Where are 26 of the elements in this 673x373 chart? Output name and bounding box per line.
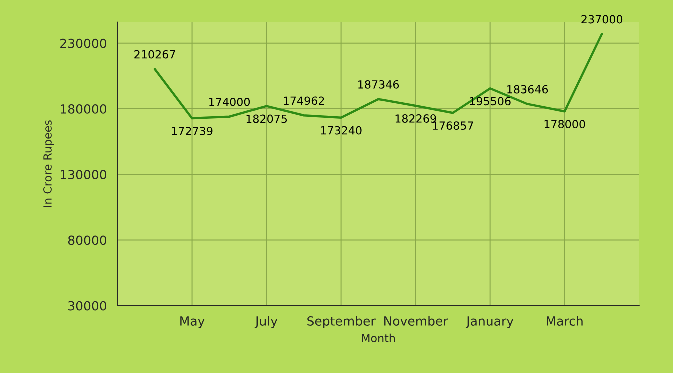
y-axis-title: In Crore Rupees [44, 120, 54, 208]
x-tick-label: July [254, 316, 278, 328]
data-label: 195506 [470, 97, 511, 106]
data-label: 237000 [582, 15, 623, 24]
data-label: 187346 [358, 80, 400, 89]
data-label: 178000 [544, 120, 586, 129]
data-label: 173240 [321, 126, 362, 135]
data-label: 183646 [508, 85, 548, 94]
y-tick-label: 30000 [68, 301, 107, 311]
data-label: 174000 [210, 98, 250, 106]
y-tick-label: 180000 [61, 104, 107, 114]
data-label: 182075 [246, 114, 288, 124]
data-label: 210267 [134, 50, 176, 59]
y-tick-label: 130000 [61, 170, 107, 180]
x-axis-title: Month [362, 334, 396, 343]
data-label: 176857 [433, 122, 474, 130]
y-tick-label: 80000 [68, 236, 107, 246]
x-tick-label: November [384, 316, 448, 326]
y-tick-label: 230000 [60, 38, 107, 48]
x-tick-label: January [466, 316, 514, 328]
data-label: 174962 [284, 96, 324, 106]
x-tick-label: May [180, 316, 205, 328]
data-label: 182269 [396, 114, 436, 123]
x-tick-label: March [547, 316, 583, 326]
data-label: 172739 [172, 127, 213, 136]
x-tick-label: September [308, 316, 376, 328]
